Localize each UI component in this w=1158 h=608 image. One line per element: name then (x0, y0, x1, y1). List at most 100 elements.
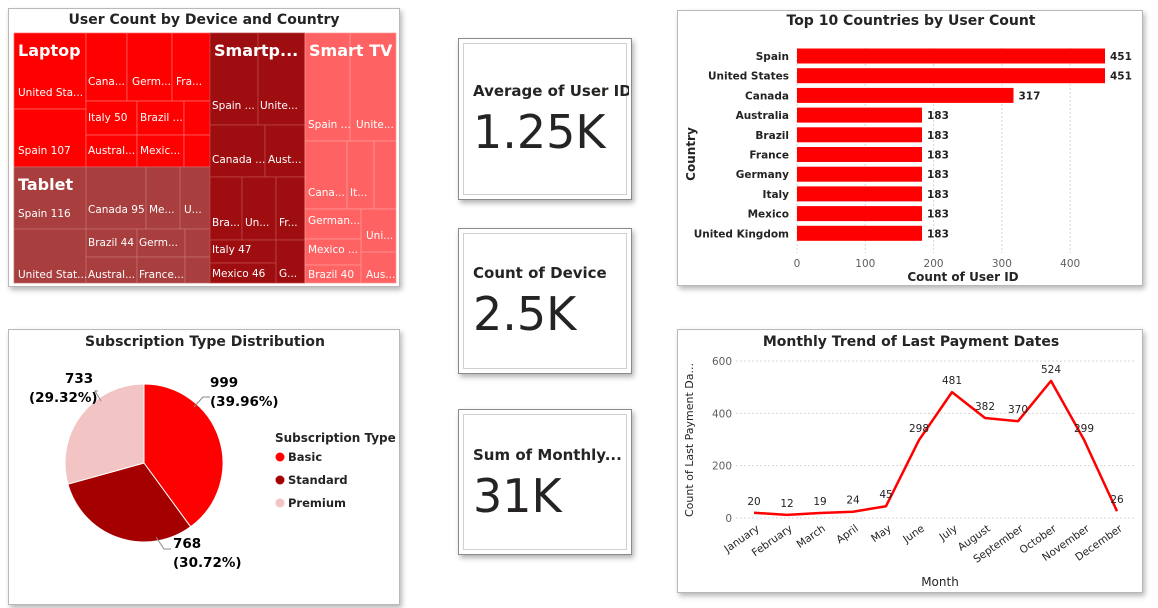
treemap-cell-label: Italy 50 (88, 112, 127, 124)
treemap-chart[interactable]: Laptop United Sta... Spain 107 Cana... G… (9, 9, 400, 287)
bar-category-label: Canada (745, 90, 789, 102)
bar-data-label: 183 (927, 110, 949, 122)
treemap-group-smartphone[interactable]: Smartp... Spain ... Unite... Canada ... … (209, 32, 306, 284)
pie-chart-visual[interactable]: Subscription Type Distribution 999 (39.9… (8, 329, 400, 605)
bar-data-label: 183 (927, 130, 949, 142)
line-y-tick-label: 600 (712, 356, 732, 368)
treemap-cell-label: Brazil ... (140, 112, 183, 124)
card-frame (463, 43, 627, 195)
treemap-cell-label: G... (279, 268, 297, 280)
bar-category-label: France (749, 150, 789, 162)
pie-legend-title: Subscription Type (275, 431, 396, 445)
line-data-label: 12 (780, 498, 793, 510)
card-frame (463, 414, 627, 550)
legend-label-standard: Standard (288, 473, 348, 487)
line-data-label: 370 (1008, 404, 1028, 416)
treemap-cell-label: Canada ... (212, 154, 265, 166)
treemap-group-label: Smart TV (309, 41, 393, 60)
bar-chart-visual[interactable]: Top 10 Countries by User Count 0 100 200 30… (677, 10, 1143, 286)
bar-category-label: Australia (736, 110, 789, 122)
legend-label-premium: Premium (288, 496, 346, 510)
bar-data-label: 183 (927, 209, 949, 221)
treemap-cell-label: Aus... (366, 269, 395, 281)
treemap-cell (136, 256, 186, 284)
treemap-cell-label: Cana... (308, 187, 345, 199)
bar-data-label: 451 (1110, 51, 1132, 63)
bar (797, 147, 922, 162)
line-x-tick-label: July (937, 523, 960, 544)
line-chart[interactable]: Monthly Trend of Last Payment Dates 0200… (678, 330, 1143, 593)
treemap-cell (85, 32, 128, 102)
pie-data-label-standard: 768 (173, 536, 201, 552)
card-value: 2.5K (473, 287, 577, 341)
pie-chart[interactable]: Subscription Type Distribution 999 (39.9… (9, 330, 400, 605)
bar-data-label: 183 (927, 150, 949, 162)
treemap-cell-label: Aust... (268, 154, 301, 166)
line-x-tick-label: April (834, 523, 861, 547)
bar-data-label: 451 (1110, 71, 1132, 83)
treemap-cell-label: Mexico ... (308, 244, 358, 256)
bar-category-label: Spain (756, 51, 789, 63)
bar-data-label: 183 (927, 189, 949, 201)
pie-slice (67, 462, 192, 543)
bar-category-label: Brazil (755, 130, 789, 142)
card-label: Count of Device (473, 264, 607, 282)
pie-data-label-standard-pct: (30.72%) (173, 555, 242, 571)
treemap-cell (13, 228, 87, 284)
bar-data-label: 183 (927, 169, 949, 181)
bar-chart[interactable]: Top 10 Countries by User Count 0 100 200 30… (678, 11, 1143, 286)
treemap-cell (209, 124, 266, 178)
pie-data-label-premium-pct: (29.32%) (29, 390, 98, 406)
line-data-label: 26 (1110, 494, 1124, 506)
treemap-cell-label: Canada 95 (88, 204, 145, 216)
bar-category-label: United Kingdom (694, 228, 789, 240)
bar-x-axis-title: Count of User ID (907, 270, 1018, 284)
line-series-path (753, 379, 1119, 517)
card-label: Sum of Monthly... (473, 446, 622, 464)
kpi-card-average-user-id[interactable]: Average of User ID 1.25K (458, 38, 632, 200)
treemap-cell-label: Italy 47 (212, 244, 251, 256)
treemap-group-laptop[interactable]: Laptop United Sta... Spain 107 Cana... G… (13, 32, 211, 168)
treemap-group-label: Laptop (18, 41, 81, 60)
treemap-cell (184, 228, 211, 258)
treemap-cell (257, 32, 306, 126)
treemap-cell-label: Uni... (366, 230, 393, 242)
bar (797, 48, 1105, 64)
line-x-tick-label: March (795, 523, 828, 551)
pie-data-label-basic-pct: (39.96%) (210, 394, 279, 410)
treemap-group-label: Tablet (18, 175, 73, 194)
bar-chart-title: Top 10 Countries by User Count (787, 13, 1036, 29)
line-data-label: 20 (747, 496, 760, 508)
treemap-cell-label: U... (184, 204, 202, 216)
line-chart-visual[interactable]: Monthly Trend of Last Payment Dates 0 200… (677, 329, 1143, 593)
treemap-cell-label: Unite... (356, 119, 394, 131)
treemap-cell (183, 134, 211, 168)
line-data-label: 24 (846, 495, 860, 507)
treemap-cell (171, 32, 211, 102)
treemap-cell (13, 108, 87, 168)
bar-x-tick-label: 100 (855, 258, 875, 270)
treemap-cell (373, 140, 397, 210)
treemap-group-tablet[interactable]: Tablet Spain 116 United Stat... Canada 9… (13, 166, 211, 284)
treemap-cell-label: Un... (245, 217, 269, 229)
treemap-cell (184, 256, 211, 284)
treemap-cell (179, 166, 211, 230)
line-series (753, 379, 1119, 517)
treemap-cell (126, 32, 173, 102)
bar (797, 68, 1105, 84)
kpi-card-sum-monthly[interactable]: Sum of Monthly... 31K (458, 409, 632, 555)
pie-data-label-premium: 733 (65, 371, 93, 387)
bar-data-label: 183 (927, 228, 949, 240)
treemap-visual[interactable]: User Count by Device and Country Laptop … (8, 8, 400, 287)
line-data-label: 382 (975, 401, 995, 413)
treemap-group-smart-tv[interactable]: Smart TV Spain ... Unite... Cana... It..… (304, 32, 397, 284)
pie-leader-line (155, 536, 171, 550)
treemap-cell (145, 166, 181, 230)
treemap-cell-label: Cana... (88, 76, 125, 88)
treemap-cell-label: Mexic... (140, 145, 180, 157)
bar-y-axis-title: Country (684, 127, 698, 181)
line-chart-title: Monthly Trend of Last Payment Dates (763, 334, 1059, 350)
line-data-label: 481 (942, 375, 962, 387)
treemap-cell-label: Brazil 40 (308, 269, 354, 281)
kpi-card-count-device[interactable]: Count of Device 2.5K (458, 228, 632, 374)
